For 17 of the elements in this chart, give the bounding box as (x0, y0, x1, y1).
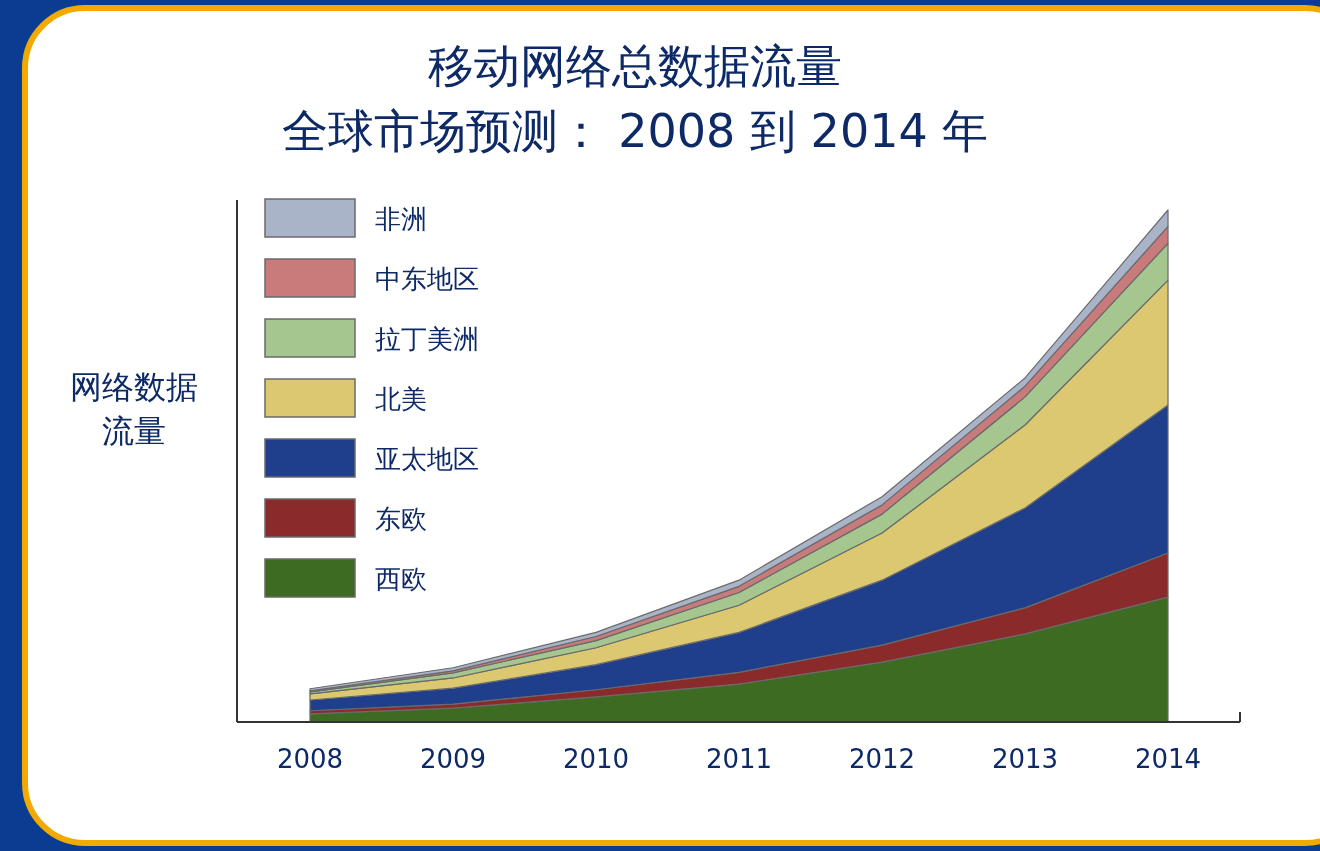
chart-subtitle: 全球市场预测： 2008 到 2014 年 (281, 104, 989, 158)
legend-label: 北美 (375, 384, 427, 414)
y-axis-title: 网络数据流量 (70, 368, 198, 450)
x-tick-label: 2008 (276, 744, 344, 774)
x-tick-label: 2013 (991, 744, 1059, 774)
x-tick-label: 2010 (562, 744, 630, 774)
legend-label: 非洲 (375, 204, 427, 234)
x-tick-label: 2009 (419, 744, 487, 774)
legend-label: 西欧 (375, 564, 427, 594)
legend-label: 中东地区 (375, 264, 479, 294)
chart-title: 移动网络总数据流量 (428, 39, 842, 93)
legend-label: 亚太地区 (375, 444, 479, 474)
x-tick-label: 2011 (705, 744, 773, 774)
legend-label: 拉丁美洲 (375, 324, 479, 354)
x-tick-label: 2014 (1134, 744, 1202, 774)
x-tick-label: 2012 (848, 744, 916, 774)
legend-label: 东欧 (375, 504, 427, 534)
